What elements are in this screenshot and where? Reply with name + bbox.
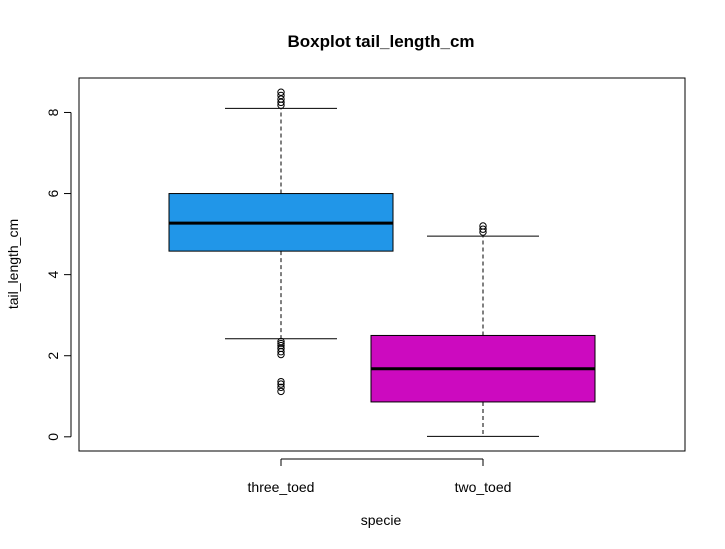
y-tick-label: 4: [45, 271, 61, 279]
chart-title: Boxplot tail_length_cm: [287, 32, 474, 51]
outlier-point: [277, 91, 285, 100]
plot-frame: [78, 77, 686, 452]
y-axis-label: tail_length_cm: [5, 219, 21, 309]
boxes: [168, 88, 596, 437]
outlier-point: [479, 222, 487, 230]
x-tick-label: three_toed: [248, 479, 315, 495]
outlier-point: [277, 339, 285, 348]
outlier-point: [277, 341, 285, 350]
box-three_toed: [168, 88, 394, 396]
box-two_toed: [370, 222, 596, 437]
outlier-point: [277, 387, 285, 396]
outlier-point: [277, 377, 285, 386]
outlier-point: [277, 88, 285, 96]
x-tick-label: two_toed: [455, 479, 512, 495]
y-tick-label: 8: [45, 108, 61, 116]
y-tick-label: 2: [45, 352, 61, 360]
y-tick-label: 6: [45, 189, 61, 197]
outlier-point: [277, 383, 285, 392]
outlier-point: [277, 380, 285, 388]
x-axis: three_toed two_toed: [248, 458, 512, 495]
y-axis: 0 2 4 6 8: [45, 108, 72, 441]
outlier-point: [277, 337, 285, 346]
y-tick-label: 0: [45, 433, 61, 441]
x-axis-label: specie: [361, 512, 402, 528]
outlier-point: [479, 225, 487, 233]
